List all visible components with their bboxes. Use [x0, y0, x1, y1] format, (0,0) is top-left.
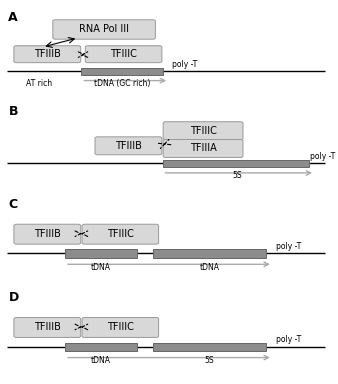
FancyBboxPatch shape [95, 137, 162, 155]
FancyBboxPatch shape [14, 46, 81, 63]
Text: tDNA: tDNA [199, 263, 220, 272]
FancyBboxPatch shape [14, 224, 81, 244]
Text: 5S: 5S [205, 356, 214, 366]
FancyBboxPatch shape [82, 318, 159, 338]
Text: A: A [8, 11, 18, 24]
Text: TFIIIB: TFIIIB [115, 141, 142, 151]
Bar [65, 250, 137, 258]
FancyBboxPatch shape [163, 122, 243, 140]
Text: TFIIIC: TFIIIC [110, 49, 137, 59]
Text: tDNA (GC rich): tDNA (GC rich) [94, 79, 150, 88]
Bar [65, 343, 137, 351]
Text: TFIIIB: TFIIIB [34, 229, 61, 239]
Text: RNA Pol III: RNA Pol III [79, 25, 129, 35]
Text: 5S: 5S [232, 171, 242, 180]
Text: C: C [8, 198, 18, 211]
Text: tDNA: tDNA [91, 263, 111, 272]
FancyBboxPatch shape [85, 46, 162, 63]
FancyBboxPatch shape [14, 318, 81, 338]
Text: B: B [8, 104, 18, 118]
Text: TFIIIC: TFIIIC [107, 323, 134, 333]
Text: poly -T: poly -T [310, 152, 335, 161]
Text: AT rich: AT rich [26, 79, 52, 88]
Text: tDNA: tDNA [91, 356, 111, 366]
Bar [163, 160, 309, 167]
Text: poly -T: poly -T [172, 60, 197, 70]
Text: poly -T: poly -T [276, 242, 301, 251]
Text: TFIIIB: TFIIIB [34, 49, 61, 59]
Text: poly -T: poly -T [276, 335, 301, 344]
Text: TFIIIB: TFIIIB [34, 323, 61, 333]
FancyBboxPatch shape [163, 139, 243, 157]
Text: TFIIIC: TFIIIC [190, 126, 217, 136]
Bar [153, 250, 266, 258]
FancyBboxPatch shape [82, 224, 159, 244]
Text: TFIIIC: TFIIIC [107, 229, 134, 239]
Bar [81, 68, 163, 75]
FancyBboxPatch shape [53, 20, 155, 39]
Bar [153, 343, 266, 351]
Text: TFIIIA: TFIIIA [190, 144, 216, 154]
Text: D: D [8, 291, 19, 305]
